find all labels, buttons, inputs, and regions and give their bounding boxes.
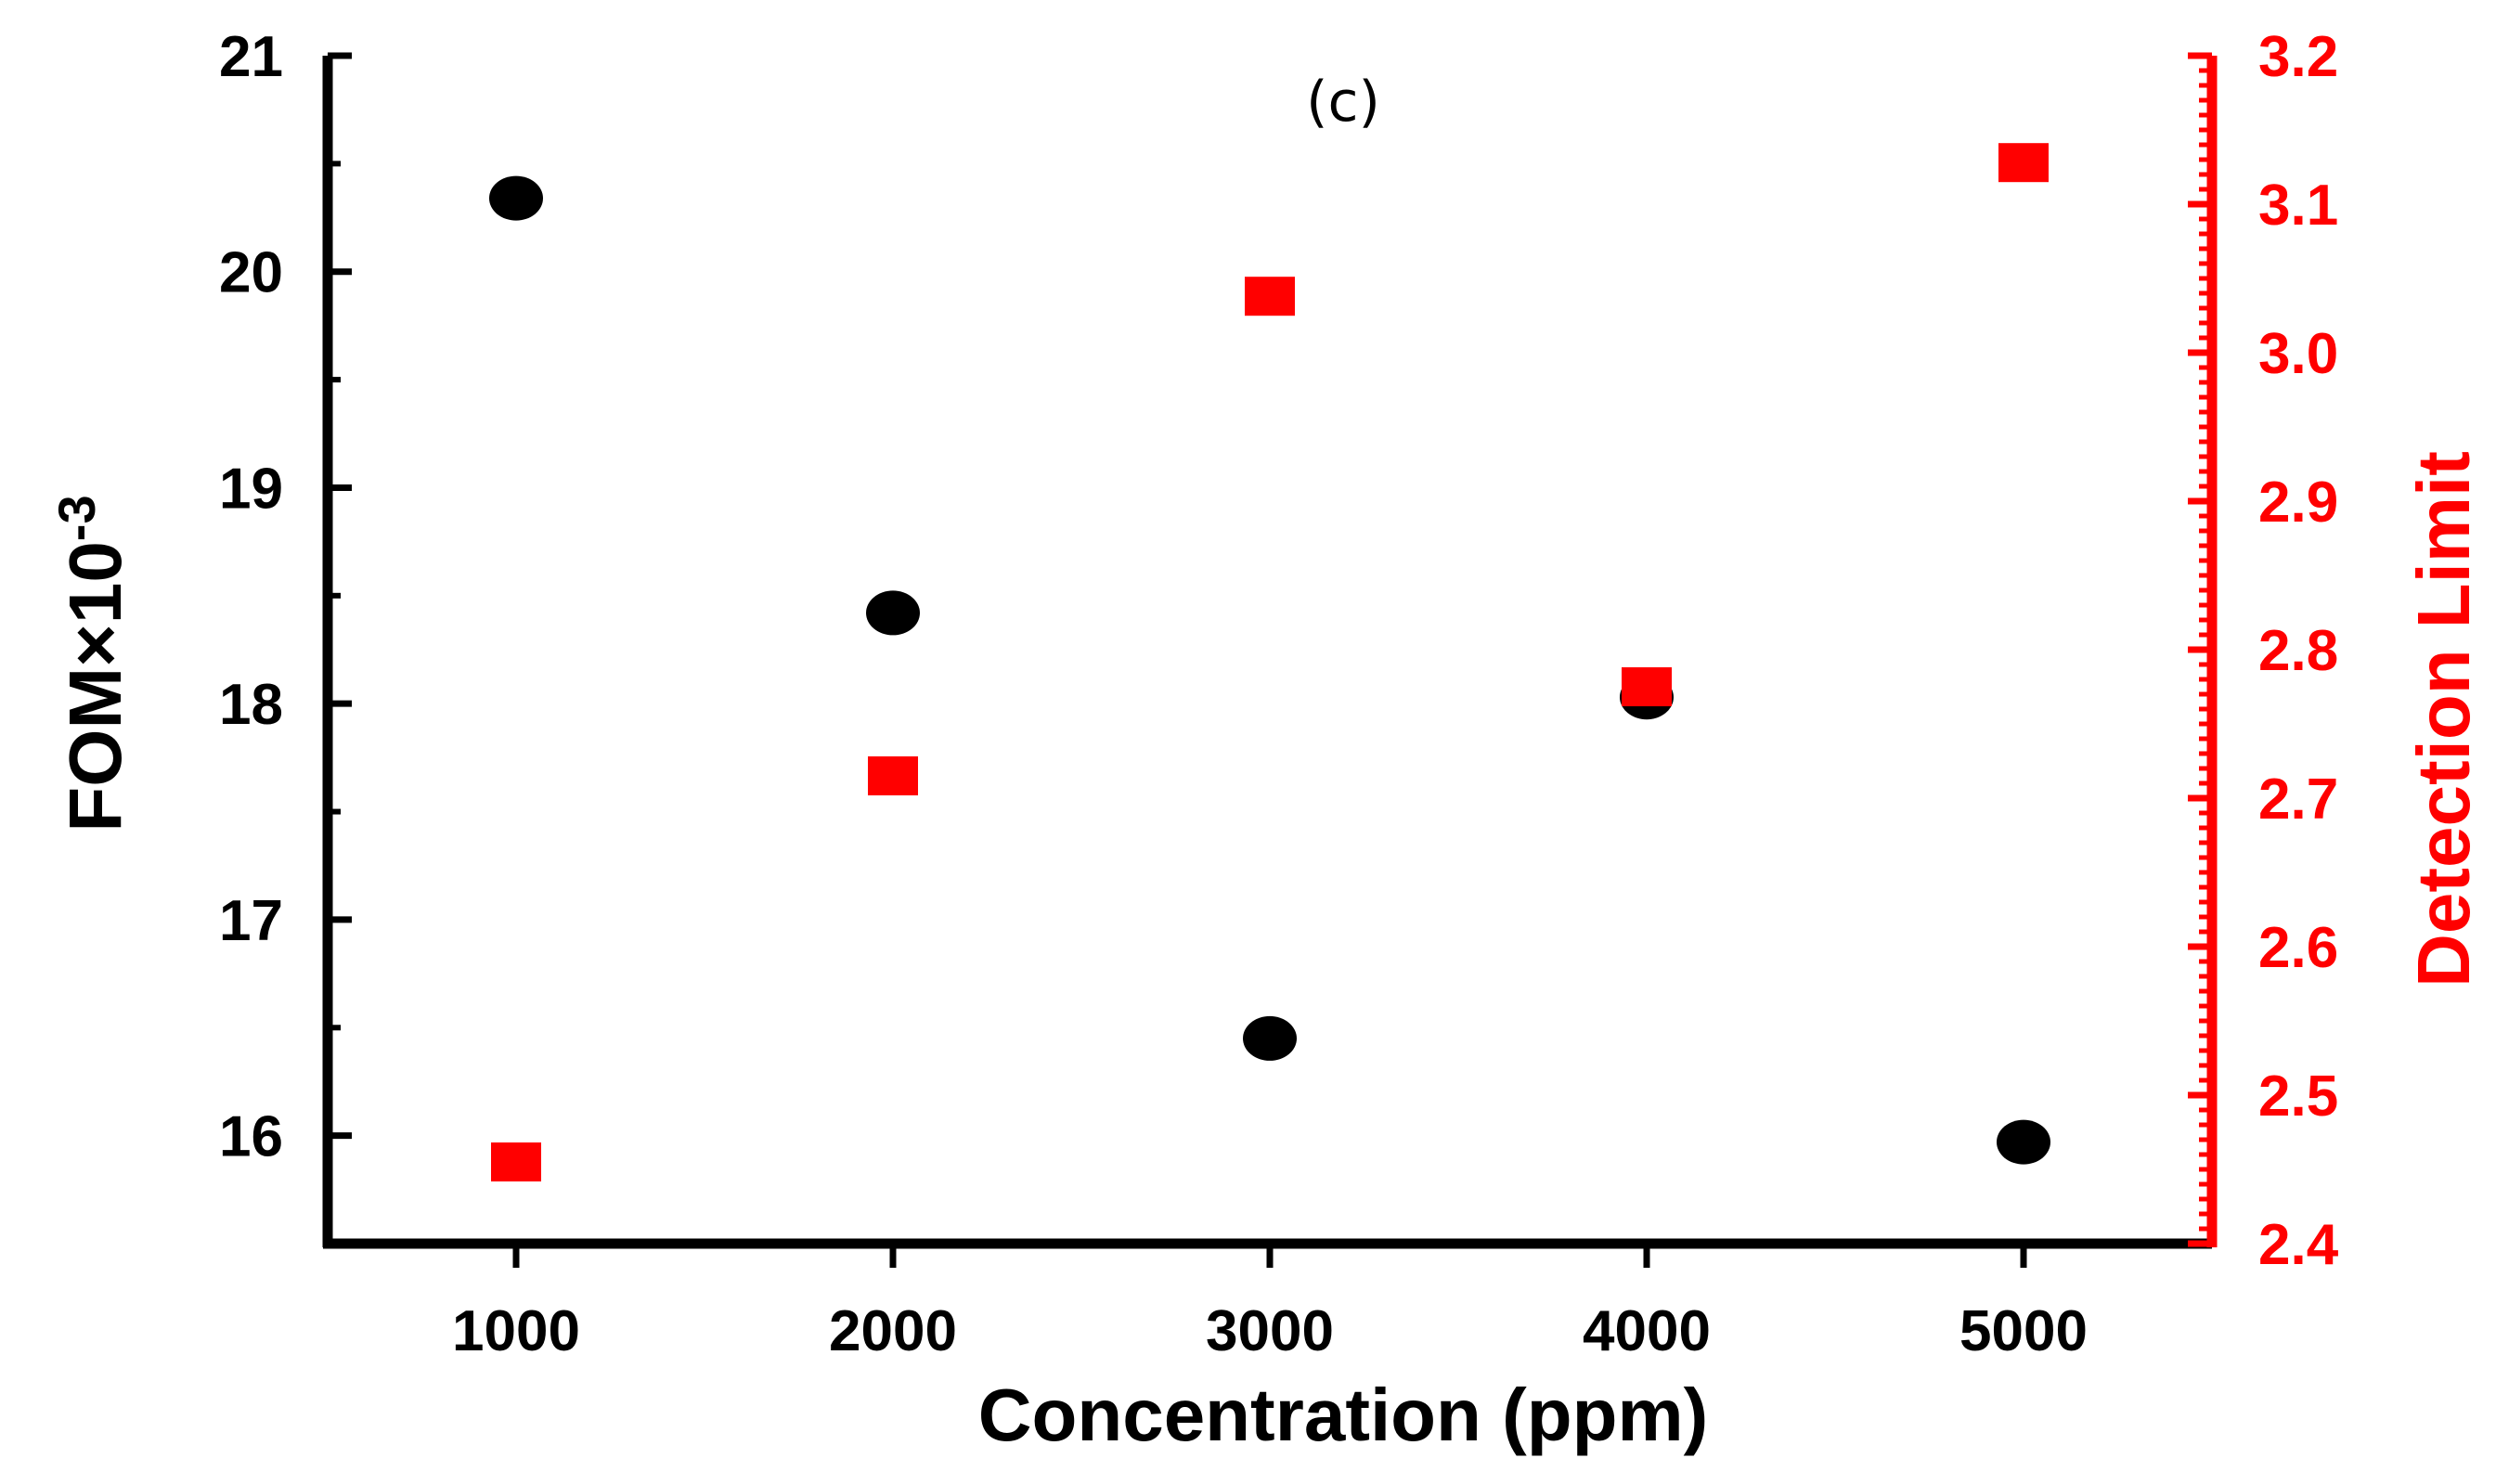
y-right-tick-label: 2.8	[2258, 619, 2338, 683]
x-axis-title: Concentration (ppm)	[978, 1374, 1709, 1456]
detection-limit-point	[1245, 277, 1295, 316]
y-left-tick-label: 21	[219, 25, 283, 89]
y-left-tick-label: 17	[219, 889, 283, 953]
x-tick-label: 3000	[1206, 1299, 1334, 1363]
y-right-tick-label: 3.2	[2258, 25, 2338, 89]
y-right-axis-title: Detection Limit	[2402, 451, 2485, 987]
y-left-axis-title: FOM×10-3	[47, 495, 136, 832]
fom-point	[1243, 1015, 1297, 1061]
panel-label: (c)	[1306, 70, 1380, 135]
y-left-tick-label: 18	[219, 673, 283, 737]
x-tick-label: 1000	[452, 1299, 580, 1363]
y-right-tick-label: 2.4	[2258, 1213, 2339, 1277]
x-tick-label: 4000	[1583, 1299, 1711, 1363]
y-left-title-main: FOM×10	[54, 541, 136, 832]
x-tick-label: 5000	[1959, 1299, 2088, 1363]
y-right-tick-label: 3.0	[2258, 322, 2338, 386]
y-right-tick-label: 2.7	[2258, 768, 2338, 832]
detection-limit-point	[1998, 143, 2049, 183]
detection-limit-point	[491, 1142, 541, 1181]
y-right-tick-label: 2.6	[2258, 916, 2338, 980]
fom-point	[1997, 1119, 2050, 1165]
y-right-tick-label: 2.5	[2258, 1065, 2338, 1129]
x-tick-label: 2000	[829, 1299, 957, 1363]
y-left-tick-label: 19	[219, 457, 283, 521]
y-left-tick-label: 20	[219, 241, 283, 305]
marks-group	[489, 143, 2050, 1181]
y-left-title-sup: -3	[47, 495, 106, 541]
axes-group: 1000 2000 3000 4000 5000 16 17 18 19 20 21 2.4 2.5 2.…	[219, 25, 2339, 1363]
fom-point	[489, 175, 543, 221]
fom-point	[866, 590, 920, 636]
y-right-tick-label: 2.9	[2258, 471, 2338, 535]
detection-limit-point	[868, 756, 918, 795]
y-left-tick-label: 16	[219, 1105, 283, 1169]
detection-limit-point	[1622, 667, 1672, 706]
y-right-tick-label: 3.1	[2258, 174, 2338, 238]
